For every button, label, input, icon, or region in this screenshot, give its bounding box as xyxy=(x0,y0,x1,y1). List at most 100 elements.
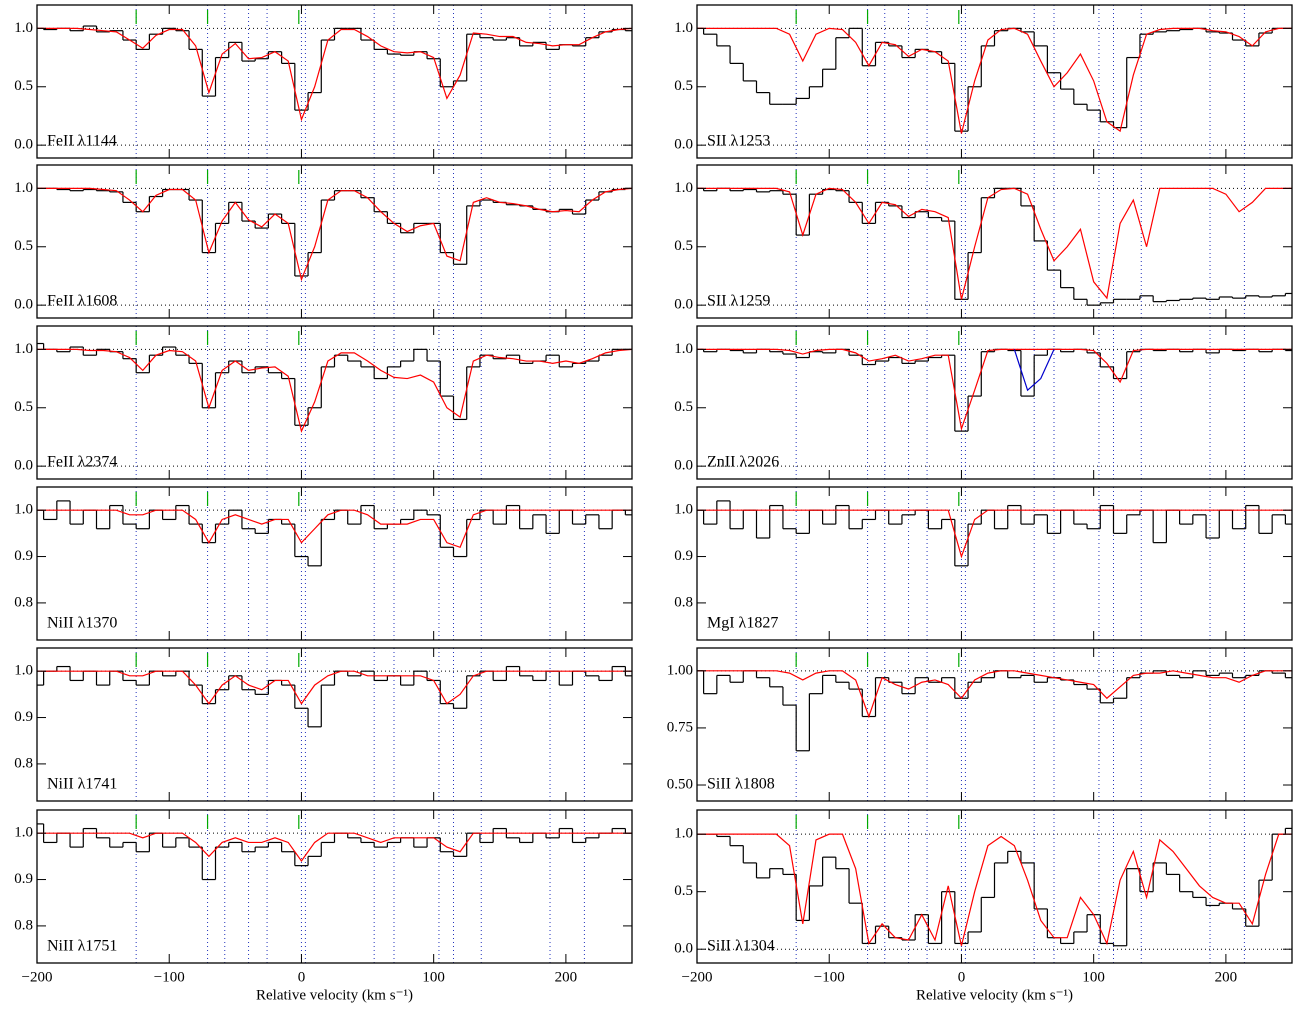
x-tick-label: 100 xyxy=(1082,969,1105,985)
panel xyxy=(37,5,632,158)
model-line xyxy=(697,509,1292,559)
y-tick-label: 0.50 xyxy=(667,776,693,792)
panel-frame xyxy=(696,4,1293,159)
x-tick-label: 200 xyxy=(555,969,578,985)
y-tick-label: 1.0 xyxy=(14,663,33,679)
panel xyxy=(37,326,632,479)
panel-label: FeII λ1608 xyxy=(47,293,117,310)
model-line xyxy=(697,833,1292,946)
panel-label: SII λ1253 xyxy=(707,133,770,150)
spectrum-risers xyxy=(716,828,1286,946)
y-tick-label: 1.0 xyxy=(14,825,33,841)
y-tick-label: 0.5 xyxy=(14,238,33,254)
panel xyxy=(37,165,632,318)
y-tick-label: 1.0 xyxy=(14,341,33,357)
spectrum-risers xyxy=(43,343,613,426)
panel-frame xyxy=(36,4,633,159)
x-axis-label: Relative velocity (km s⁻¹) xyxy=(916,987,1073,1003)
y-tick-label: 0.9 xyxy=(674,548,693,564)
y-tick-label: 0.5 xyxy=(674,883,693,899)
y-tick-label: 0.9 xyxy=(14,709,33,725)
spectrum-risers xyxy=(703,500,1286,566)
panel xyxy=(37,487,632,640)
panel-label: SiII λ1304 xyxy=(707,938,775,955)
panel-frame xyxy=(36,325,633,480)
y-tick-label: 1.0 xyxy=(674,341,693,357)
y-tick-label: 0.9 xyxy=(14,548,33,564)
model-line xyxy=(37,27,632,122)
y-tick-label: 1.0 xyxy=(674,826,693,842)
panel-frame xyxy=(696,647,1293,802)
model-line xyxy=(37,348,632,433)
panel xyxy=(697,165,1292,318)
panel xyxy=(697,648,1292,801)
x-tick-label: 200 xyxy=(1215,969,1238,985)
spectrum-risers xyxy=(703,670,1286,751)
panel-frame xyxy=(36,486,633,641)
y-tick-label: 0.0 xyxy=(14,458,33,474)
y-tick-label: 0.8 xyxy=(14,755,33,771)
y-tick-label: 0.8 xyxy=(14,594,33,610)
panel-label: MgI λ1827 xyxy=(707,615,778,632)
y-tick-label: 0.0 xyxy=(674,137,693,153)
spectrum-risers xyxy=(703,349,1286,432)
panel-frame xyxy=(36,809,633,964)
spectrum-risers xyxy=(43,823,626,880)
panel-label: SII λ1259 xyxy=(707,293,770,310)
y-tick-label: 1.0 xyxy=(14,20,33,36)
y-tick-label: 1.0 xyxy=(14,502,33,518)
model-line xyxy=(697,187,1292,300)
y-tick-label: 0.0 xyxy=(14,137,33,153)
y-tick-label: 0.75 xyxy=(667,719,693,735)
panel-label: ZnII λ2026 xyxy=(707,454,779,471)
panel xyxy=(37,648,632,801)
panel-frame xyxy=(696,486,1293,641)
y-tick-label: 0.5 xyxy=(14,399,33,415)
y-tick-label: 0.5 xyxy=(674,399,693,415)
panel-frame xyxy=(36,647,633,802)
x-tick-label: −100 xyxy=(814,969,845,985)
model-line xyxy=(1013,349,1055,392)
y-tick-label: 0.0 xyxy=(674,458,693,474)
model-line xyxy=(697,670,1292,719)
model-line xyxy=(37,187,632,282)
y-tick-label: 0.5 xyxy=(14,78,33,94)
y-tick-label: 1.0 xyxy=(674,180,693,196)
panel-label: NiII λ1370 xyxy=(47,615,117,632)
model-line xyxy=(697,348,1292,432)
panel xyxy=(697,326,1292,479)
x-axis-label: Relative velocity (km s⁻¹) xyxy=(256,987,413,1003)
spectrum-risers xyxy=(703,188,1286,306)
panel xyxy=(37,810,632,963)
y-tick-label: 0.0 xyxy=(674,297,693,313)
y-tick-label: 1.00 xyxy=(667,662,693,678)
y-tick-label: 0.9 xyxy=(14,871,33,887)
panel xyxy=(697,810,1292,963)
spectrum-risers xyxy=(703,28,1273,132)
x-tick-label: 0 xyxy=(958,969,966,985)
y-tick-label: 1.0 xyxy=(674,20,693,36)
model-line xyxy=(37,670,632,705)
x-tick-label: −200 xyxy=(682,969,713,985)
y-tick-label: 0.5 xyxy=(674,78,693,94)
x-tick-label: 0 xyxy=(298,969,306,985)
y-tick-label: 0.8 xyxy=(14,917,33,933)
x-tick-label: 100 xyxy=(422,969,445,985)
y-tick-label: 0.8 xyxy=(674,594,693,610)
model-line xyxy=(37,509,632,549)
x-tick-label: −100 xyxy=(154,969,185,985)
model-line xyxy=(37,832,632,863)
y-tick-label: 0.5 xyxy=(674,238,693,254)
panel-label: NiII λ1751 xyxy=(47,938,117,955)
panel-label: SiII λ1808 xyxy=(707,776,775,793)
model-line xyxy=(697,27,1292,134)
panel-frame xyxy=(696,164,1293,319)
panel xyxy=(697,487,1292,640)
panel xyxy=(697,5,1292,158)
panel-frame xyxy=(696,809,1293,964)
y-tick-label: 1.0 xyxy=(14,180,33,196)
panel-frame xyxy=(36,164,633,319)
